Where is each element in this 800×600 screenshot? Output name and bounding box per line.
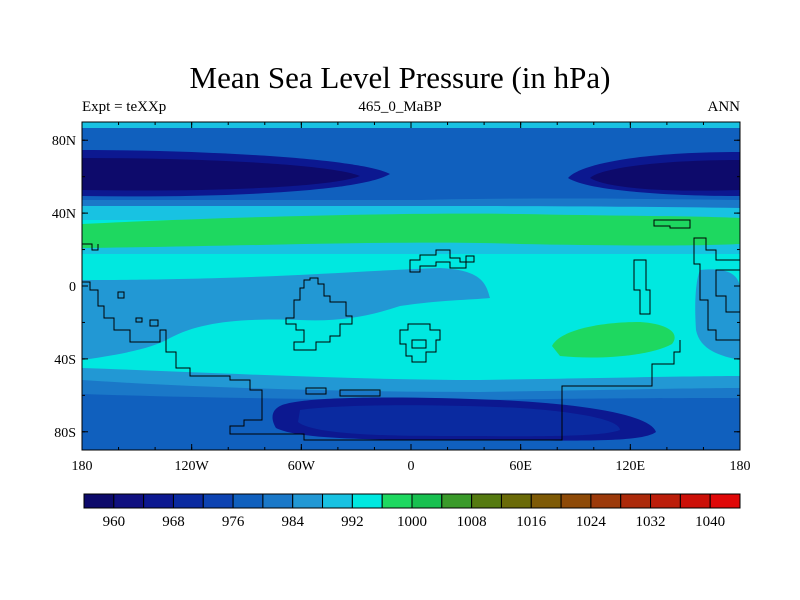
- south-subtropical-cyan: [82, 351, 740, 376]
- y-tick-label: 40S: [54, 353, 76, 368]
- y-axis: 80N 40N 0 40S 80S: [52, 134, 740, 441]
- colorbar-label: 1008: [457, 514, 487, 530]
- tropical-pacific-988: [82, 268, 490, 360]
- colorbar-label: 960: [103, 514, 126, 530]
- colorbar-label: 984: [281, 514, 304, 530]
- subtitle-season: ANN: [707, 99, 741, 115]
- north-low-west-core: [82, 158, 360, 191]
- colorbar-label: 1016: [516, 514, 547, 530]
- colorbar-swatch: [172, 493, 204, 509]
- colorbar-label: 1000: [397, 514, 427, 530]
- land-outline-south-america: [285, 277, 353, 351]
- x-tick-label: 60E: [509, 459, 532, 474]
- y-tick-label: 80N: [52, 134, 76, 149]
- colorbar-swatch: [590, 493, 622, 509]
- colorbar-swatch: [381, 493, 413, 509]
- land-outline-australasia: [693, 237, 740, 341]
- y-tick-label: 40N: [52, 207, 76, 222]
- x-tick-label: 60W: [288, 459, 316, 474]
- subtitle-experiment: Expt = teXXp: [82, 99, 167, 115]
- colorbar-swatch: [679, 493, 711, 509]
- colorbar-swatch: [202, 493, 234, 509]
- colorbar-label: 976: [222, 514, 245, 530]
- colorbar-swatch: [709, 493, 741, 509]
- land-outline-asia-east: [653, 219, 691, 229]
- colorbar-swatch: [232, 493, 264, 509]
- colorbar-swatch: [530, 493, 562, 509]
- colorbar-swatch: [500, 493, 532, 509]
- colorbar-swatch: [262, 493, 294, 509]
- x-tick-label: 0: [408, 459, 415, 474]
- south-low-inner: [298, 405, 620, 437]
- colorbar: 960 968 976 984 992 1000 1008 1016 1024 1032 1040: [83, 493, 741, 530]
- x-tick-label: 120E: [616, 459, 646, 474]
- north-low-east-core: [590, 160, 740, 191]
- north-subtropical-high: [82, 213, 740, 248]
- tropical-indonesia-988: [695, 269, 740, 360]
- colorbar-swatch: [113, 493, 145, 509]
- x-tick-label: 180: [72, 459, 93, 474]
- south-subtropical-high: [552, 322, 675, 358]
- colorbar-swatch: [143, 493, 174, 509]
- colorbar-swatch: [322, 493, 353, 509]
- colorbar-swatch: [83, 493, 115, 509]
- chart-title: Mean Sea Level Pressure (in hPa): [189, 60, 611, 95]
- colorbar-swatch: [650, 493, 681, 509]
- colorbar-swatch: [351, 493, 383, 509]
- y-tick-label: 80S: [54, 426, 76, 441]
- land-outline-island: [633, 259, 651, 315]
- pressure-field: [82, 122, 740, 450]
- colorbar-label: 1040: [695, 514, 725, 530]
- colorbar-label: 968: [162, 514, 185, 530]
- colorbar-swatch: [471, 493, 502, 509]
- y-tick-label: 0: [69, 280, 76, 295]
- colorbar-swatch: [441, 493, 473, 509]
- colorbar-label: 992: [341, 514, 364, 530]
- x-tick-label: 120W: [175, 459, 210, 474]
- land-outline-small-islands: [117, 291, 159, 327]
- land-outline-peninsula: [305, 387, 381, 397]
- colorbar-swatch: [560, 493, 592, 509]
- x-tick-label: 180: [730, 459, 751, 474]
- land-outline-africa-south: [399, 323, 441, 363]
- colorbar-swatch: [292, 493, 324, 509]
- coastlines: [82, 219, 740, 441]
- colorbar-swatch: [620, 493, 652, 509]
- land-outline-west-edge: [82, 243, 99, 251]
- colorbar-label: 1024: [576, 514, 607, 530]
- subtitle-period: 465_0_MaBP: [358, 99, 442, 115]
- colorbar-swatch: [411, 493, 443, 509]
- land-outline-antarctica-west: [82, 281, 681, 441]
- x-axis: 180 120W 60W 0 60E 120E 180: [72, 122, 751, 474]
- land-outline-north-africa: [409, 249, 475, 273]
- colorbar-label: 1032: [636, 514, 666, 530]
